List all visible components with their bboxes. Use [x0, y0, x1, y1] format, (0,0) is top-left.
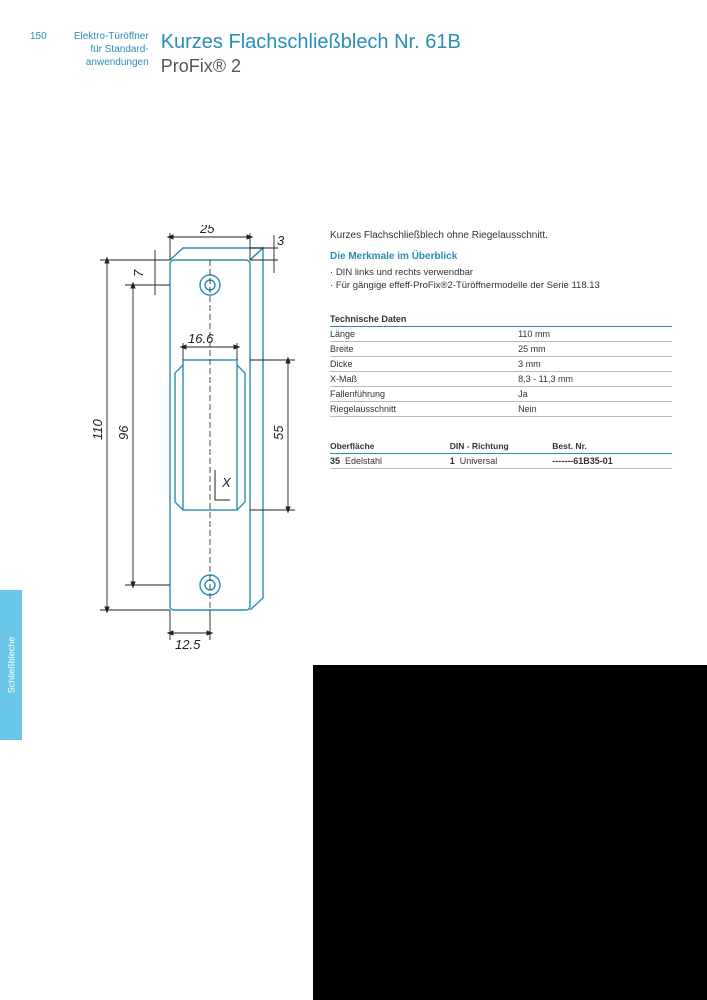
spec-label: Länge [330, 326, 518, 341]
spec-label: Breite [330, 341, 518, 356]
overview-title: Die Merkmale im Überblick [330, 251, 672, 262]
page-subtitle: ProFix® 2 [161, 56, 677, 77]
spec-row: Dicke3 mm [330, 356, 672, 371]
dim-top-margin: 7 [131, 269, 146, 277]
breadcrumb: Elektro-Türöffner für Standard- anwendun… [59, 30, 149, 77]
order-row: 35 Edelstahl1 Universal-------61B35-01 [330, 453, 672, 468]
spec-value: 110 mm [518, 326, 672, 341]
spec-row: X-Maß8,3 - 11,3 mm [330, 371, 672, 386]
spec-label: Fallenführung [330, 386, 518, 401]
dim-96: 96 [116, 425, 131, 440]
dim-width: 25 [199, 225, 215, 236]
dim-12-5: 12.5 [175, 637, 201, 652]
order-table: Oberfläche DIN - Richtung Best. Nr. 35 E… [330, 439, 672, 469]
spec-value: 25 mm [518, 341, 672, 356]
order-header: Best. Nr. [552, 439, 672, 454]
dim-thickness: 3 [277, 233, 285, 248]
dim-55: 55 [271, 425, 286, 440]
page-header: 150 Elektro-Türöffner für Standard- anwe… [30, 30, 677, 77]
breadcrumb-line: anwendungen [86, 57, 149, 68]
order-bestnr: -------61B35-01 [552, 453, 672, 468]
intro-text: Kurzes Flachschließblech ohne Riegelauss… [330, 230, 672, 241]
dim-slot-width: 16.6 [188, 331, 214, 346]
technical-drawing: 25 3 7 16.6 55 96 110 12.5 X [55, 225, 320, 665]
page-number: 150 [30, 30, 47, 77]
spec-row: RiegelausschnittNein [330, 401, 672, 416]
overview-list: DIN links und rechts verwendbar Für gäng… [330, 266, 672, 293]
overview-item: DIN links und rechts verwendbar [330, 266, 672, 279]
spec-value: Nein [518, 401, 672, 416]
breadcrumb-line: Elektro-Türöffner [74, 31, 149, 42]
section-tab: Schließbleche [0, 590, 22, 740]
spec-label: Riegelausschnitt [330, 401, 518, 416]
order-din: 1 Universal [450, 453, 553, 468]
redacted-block [313, 665, 707, 1000]
order-surface: 35 Edelstahl [330, 453, 450, 468]
order-header: DIN - Richtung [450, 439, 553, 454]
spec-value: Ja [518, 386, 672, 401]
spec-row: Länge110 mm [330, 326, 672, 341]
title-block: Kurzes Flachschließblech Nr. 61B ProFix®… [161, 30, 677, 77]
spec-value: 3 mm [518, 356, 672, 371]
spec-table: Technische Daten Länge110 mmBreite25 mmD… [330, 311, 672, 417]
breadcrumb-line: für Standard- [90, 44, 148, 55]
spec-value: 8,3 - 11,3 mm [518, 371, 672, 386]
spec-label: Dicke [330, 356, 518, 371]
dim-110: 110 [90, 419, 105, 440]
dim-x: X [221, 475, 232, 490]
page-title: Kurzes Flachschließblech Nr. 61B [161, 30, 677, 54]
spec-label: X-Maß [330, 371, 518, 386]
content-column: Kurzes Flachschließblech ohne Riegelauss… [330, 230, 672, 469]
spec-row: Breite25 mm [330, 341, 672, 356]
order-header: Oberfläche [330, 439, 450, 454]
spec-table-header: Technische Daten [330, 311, 672, 327]
overview-item: Für gängige effeff-ProFix®2-Türöffnermod… [330, 279, 672, 292]
spec-row: FallenführungJa [330, 386, 672, 401]
section-tab-label: Schließbleche [6, 637, 16, 694]
